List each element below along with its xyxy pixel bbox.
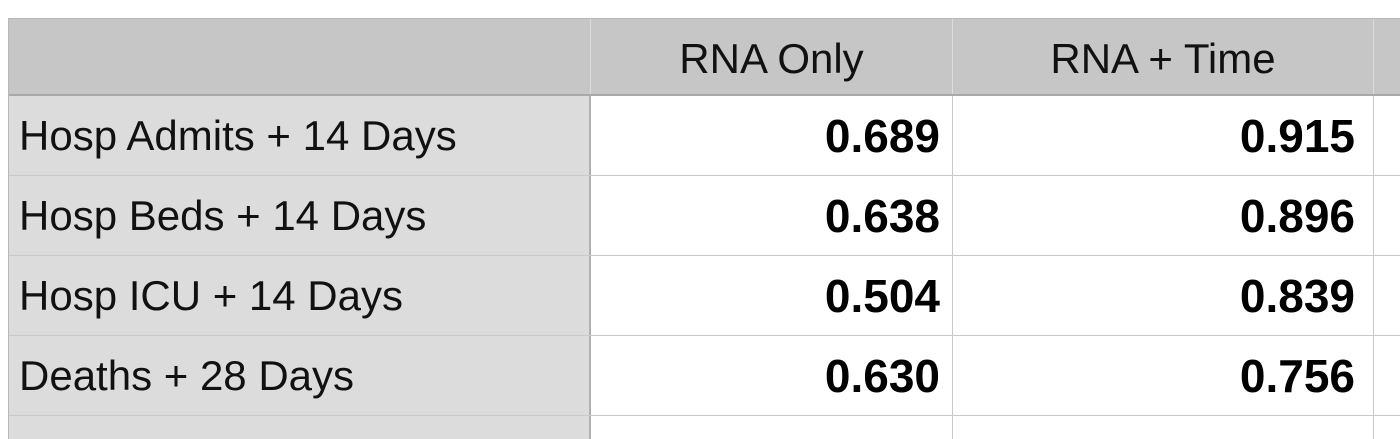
table-row: Deaths + 28 Days 0.630 0.756 [9,336,1400,416]
row-label-cell[interactable]: Hosp ICU + 14 Days [9,256,591,335]
empty-cell[interactable] [1374,176,1400,255]
value-cell-rna-time[interactable]: 0.915 [953,96,1374,175]
header-cell-corner[interactable] [9,19,591,94]
empty-cell[interactable] [1374,256,1400,335]
table-row: Hosp ICU + 14 Days 0.504 0.839 [9,256,1400,336]
value-cell-rna-only[interactable]: 0.630 [591,336,953,415]
row-label-cell[interactable]: Hosp Admits + 14 Days [9,96,591,175]
spreadsheet-table: RNA Only RNA + Time Hosp Admits + 14 Day… [8,18,1400,439]
header-row: RNA Only RNA + Time [9,19,1400,96]
value-cell-rna-time[interactable]: 0.756 [953,336,1374,415]
empty-cell[interactable] [591,416,953,439]
empty-cell[interactable] [1374,96,1400,175]
row-label-cell[interactable]: Hosp Beds + 14 Days [9,176,591,255]
value-cell-rna-only[interactable]: 0.504 [591,256,953,335]
header-cell-extra[interactable] [1374,19,1400,94]
empty-cell[interactable] [1374,336,1400,415]
empty-cell[interactable] [953,416,1374,439]
empty-cell[interactable] [1374,416,1400,439]
value-cell-rna-only[interactable]: 0.638 [591,176,953,255]
table-row-empty [9,416,1400,439]
value-cell-rna-time[interactable]: 0.839 [953,256,1374,335]
table-row: Hosp Admits + 14 Days 0.689 0.915 [9,96,1400,176]
header-cell-rna-only[interactable]: RNA Only [591,19,953,94]
header-cell-rna-time[interactable]: RNA + Time [953,19,1374,94]
row-label-cell[interactable] [9,416,591,439]
value-cell-rna-only[interactable]: 0.689 [591,96,953,175]
value-cell-rna-time[interactable]: 0.896 [953,176,1374,255]
row-label-cell[interactable]: Deaths + 28 Days [9,336,591,415]
table-row: Hosp Beds + 14 Days 0.638 0.896 [9,176,1400,256]
